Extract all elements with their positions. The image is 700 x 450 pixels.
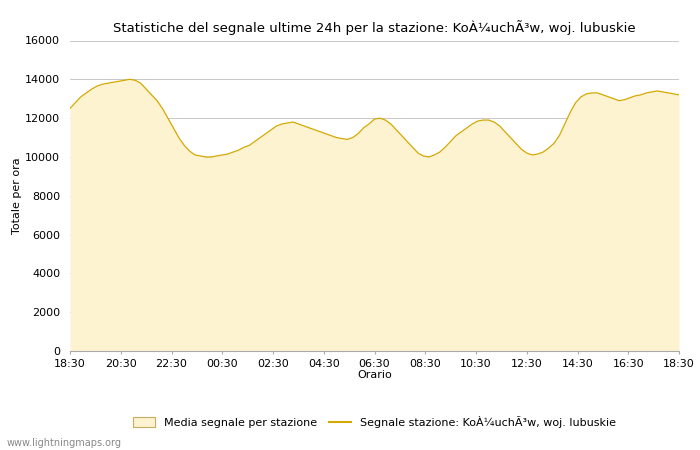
Y-axis label: Totale per ora: Totale per ora xyxy=(13,158,22,234)
Text: www.lightningmaps.org: www.lightningmaps.org xyxy=(7,438,122,448)
Title: Statistiche del segnale ultime 24h per la stazione: KoÀ¼uchÃ³w, woj. lubuskie: Statistiche del segnale ultime 24h per l… xyxy=(113,20,636,35)
X-axis label: Orario: Orario xyxy=(357,370,392,380)
Legend: Media segnale per stazione, Segnale stazione: KoÀ¼uchÃ³w, woj. lubuskie: Media segnale per stazione, Segnale staz… xyxy=(129,411,620,432)
